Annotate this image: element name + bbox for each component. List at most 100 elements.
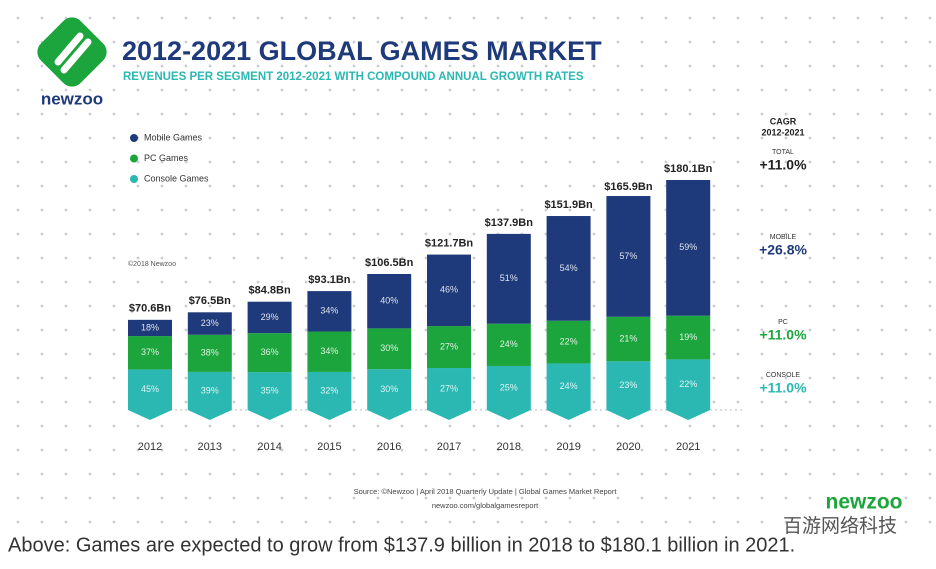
bar-segment [427, 326, 471, 369]
brand: newzoo [826, 491, 903, 514]
cagr-label: MOBILE [770, 234, 797, 241]
logo-mark [37, 17, 107, 87]
segment-label: 45% [141, 384, 159, 394]
chart-title: 2012-2021 GLOBAL GAMES MARKET [122, 36, 602, 66]
bar-segment [128, 319, 172, 337]
bar-point [187, 410, 232, 420]
bar-segment [247, 372, 292, 410]
total-label: $151.9Bn [544, 199, 593, 211]
bar-segment [606, 361, 651, 410]
bar-segment [128, 369, 172, 410]
total-label: $137.9Bn [485, 217, 534, 229]
bar-segment [307, 371, 352, 410]
bar-segment [666, 359, 711, 410]
segment-label: 19% [679, 332, 697, 342]
source: Source: ©Newzoo | April 2018 Quarterly U… [354, 487, 618, 496]
legend-swatch [130, 134, 138, 142]
bar-point [367, 410, 412, 420]
x-tick-label: 2013 [198, 441, 222, 453]
cagr-value: +11.0% [759, 380, 807, 396]
bar-segment [367, 328, 412, 370]
segment-label: 39% [201, 385, 219, 395]
bar-point [486, 410, 531, 420]
segment-label: 46% [440, 285, 458, 295]
bar-segment [666, 315, 711, 360]
segment-label: 18% [141, 322, 159, 332]
segment-label: 22% [679, 379, 697, 389]
bar-segment [486, 365, 531, 410]
bar-point [606, 410, 651, 420]
legend-label: Console Games [144, 173, 209, 183]
total-label: $93.1Bn [308, 274, 350, 286]
segment-label: 34% [320, 306, 338, 316]
bar-point [307, 410, 352, 420]
segment-label: 29% [261, 312, 279, 322]
bar-segment [367, 369, 412, 410]
segment-label: 22% [560, 336, 578, 346]
cagr-label: CONSOLE [766, 372, 801, 379]
segment-label: 24% [500, 339, 518, 349]
bar-point [546, 410, 591, 420]
bar-point [666, 410, 711, 420]
x-tick-label: 2014 [257, 441, 281, 453]
bar-segment [606, 196, 651, 317]
segment-label: 30% [380, 384, 398, 394]
x-tick-label: 2012 [138, 441, 162, 453]
total-label: $70.6Bn [129, 303, 171, 315]
bar-point [427, 410, 471, 420]
segment-label: 35% [261, 385, 279, 395]
legend-label: Mobile Games [144, 132, 203, 142]
legend-swatch [130, 154, 138, 163]
segment-label: 57% [619, 251, 637, 261]
x-tick-label: 2018 [497, 441, 521, 453]
chart-subtitle: REVENUES PER SEGMENT 2012-2021 WITH COMP… [123, 71, 584, 83]
bar-segment [546, 320, 591, 364]
segment-label: 51% [500, 273, 518, 283]
legend-label: PC Games [144, 153, 189, 163]
segment-label: 25% [500, 382, 518, 392]
x-tick-label: 2017 [437, 441, 461, 453]
segment-label: 40% [380, 296, 398, 306]
source: newzoo.com/globalgamesreport [432, 501, 539, 510]
segment-label: 24% [560, 381, 578, 391]
segment-label: 21% [619, 333, 637, 343]
note: ©2018 Newzoo [128, 260, 176, 268]
bar-point [247, 410, 292, 420]
cagr-period: 2012-2021 [761, 127, 804, 137]
bar-segment [666, 180, 711, 316]
x-tick-label: 2016 [377, 441, 401, 453]
segment-label: 54% [560, 263, 578, 273]
bar-segment [187, 312, 232, 335]
x-tick-label: 2019 [556, 441, 580, 453]
bar-segment [128, 336, 172, 370]
segment-label: 32% [320, 385, 338, 395]
cagr-label: PC [778, 319, 788, 326]
segment-label: 37% [141, 347, 159, 357]
cagr-title: CAGR [770, 116, 797, 126]
x-tick-label: 2015 [317, 441, 341, 453]
cagr-value: +11.0% [759, 157, 807, 173]
total-label: $106.5Bn [365, 257, 414, 269]
segment-label: 23% [619, 380, 637, 390]
segment-label: 23% [201, 318, 219, 328]
segment-label: 27% [440, 341, 458, 351]
bar-segment [486, 233, 531, 324]
total-label: $121.7Bn [425, 237, 474, 249]
segment-label: 34% [320, 346, 338, 356]
bar-point [128, 410, 172, 420]
segment-label: 36% [261, 347, 279, 357]
bar-segment [427, 254, 471, 327]
bar-segment [247, 333, 292, 373]
bar-segment [546, 363, 591, 410]
total-label: $84.8Bn [248, 285, 290, 297]
bar-segment [427, 368, 471, 410]
caption: Above: Games are expected to grow from $… [8, 534, 795, 556]
bar-segment [606, 316, 651, 362]
bar-segment [247, 301, 292, 334]
watermark: 百游网络科技 [783, 515, 897, 537]
segment-label: 38% [201, 348, 219, 358]
segment-label: 30% [380, 343, 398, 353]
bar-segment [307, 291, 352, 332]
